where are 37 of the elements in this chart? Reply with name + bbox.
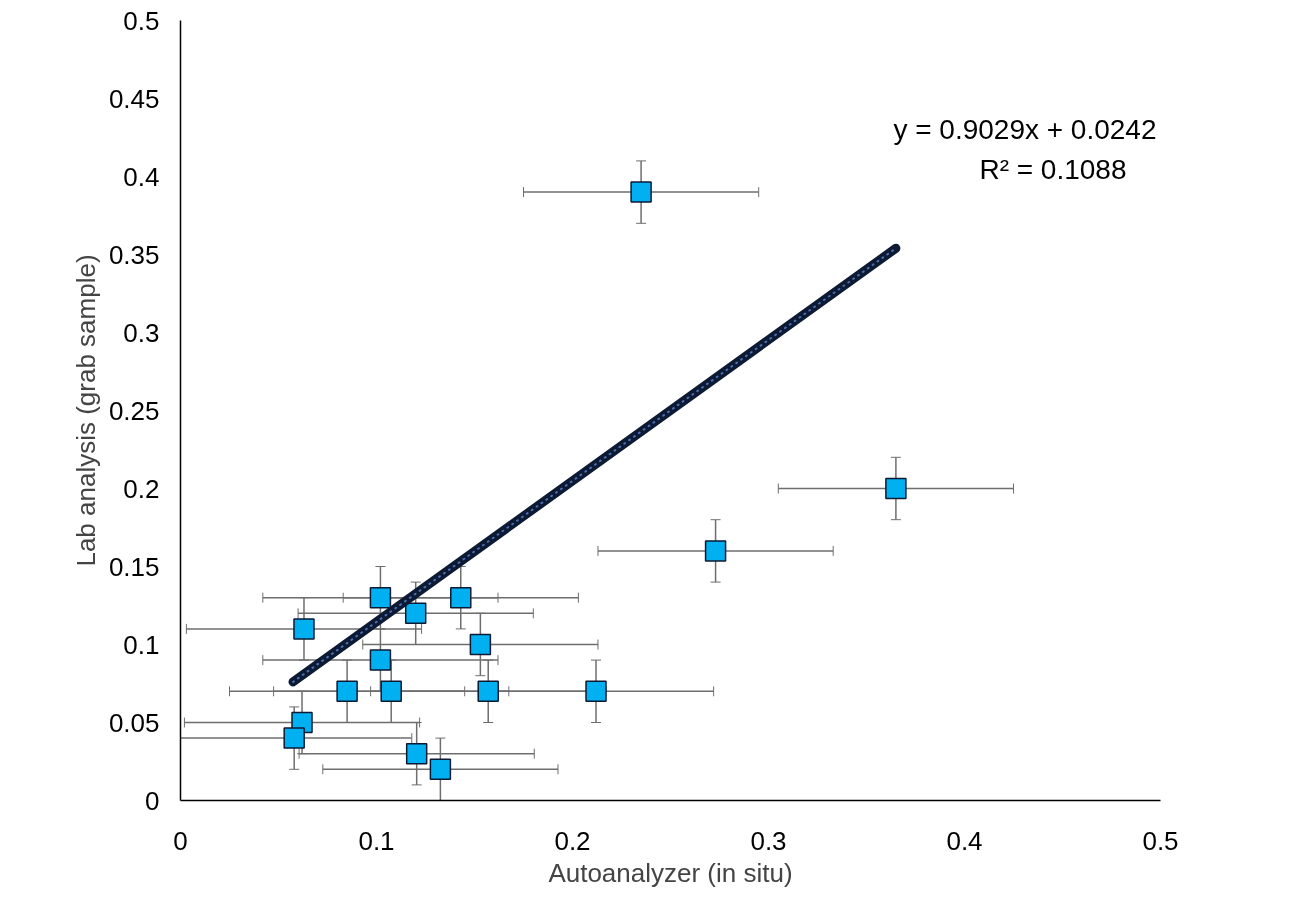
point <box>477 680 499 703</box>
x-tick-label: 0.3 <box>750 825 787 856</box>
point <box>369 586 392 609</box>
point <box>404 602 427 625</box>
y-tick-label: 0.4 <box>123 161 160 192</box>
x-tick-label: 0.1 <box>358 825 395 856</box>
x-tick-label: 0.5 <box>1142 825 1179 856</box>
y-tick-label: 0.15 <box>108 551 160 582</box>
point <box>380 680 402 703</box>
y-tick-label: 0 <box>145 785 160 816</box>
point <box>405 742 428 765</box>
point <box>885 477 907 500</box>
point <box>585 680 607 703</box>
point <box>283 727 305 749</box>
annotation: R² = 0.1088 <box>979 154 1127 186</box>
y-tick-label: 0.5 <box>123 5 160 36</box>
y-tick-label: 0.45 <box>108 83 160 114</box>
x-tick-label: 0.4 <box>946 825 983 856</box>
y-tick-label: 0.35 <box>108 239 160 270</box>
point <box>469 633 492 656</box>
y-tick-label: 0.2 <box>123 473 160 504</box>
point <box>336 680 358 703</box>
y-tick-label: 0.05 <box>108 707 160 738</box>
y-tick-label: 0.3 <box>123 317 160 348</box>
point <box>704 540 727 562</box>
y-tick-label: 0.1 <box>123 629 160 660</box>
point <box>369 649 392 671</box>
point <box>429 758 452 781</box>
point <box>630 181 652 203</box>
x-tick-label: 0 <box>173 825 188 856</box>
annotation: y = 0.9029x + 0.0242 <box>893 114 1157 146</box>
x-tick-label: 0.2 <box>554 825 591 856</box>
point <box>450 586 472 609</box>
y-tick-label: 0.25 <box>108 395 160 426</box>
y-axis-title: Lab analysis (grab sample) <box>70 254 101 567</box>
x-axis-title: Autoanalyzer (in situ) <box>548 857 793 888</box>
point <box>293 618 315 640</box>
